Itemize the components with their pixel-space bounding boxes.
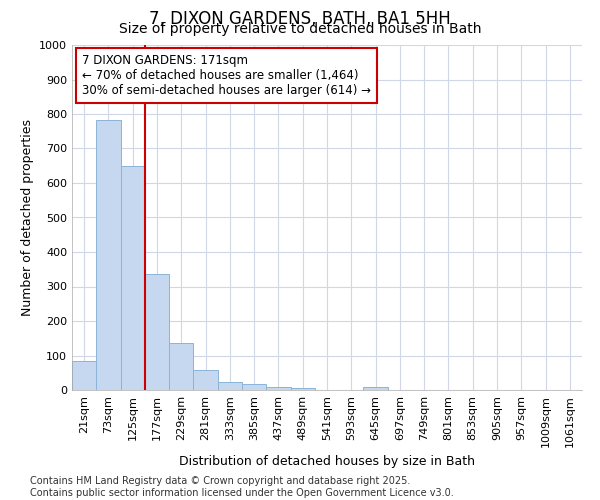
Bar [193, 370, 218, 390]
Bar [72, 362, 96, 390]
Bar [218, 382, 242, 390]
Bar [266, 387, 290, 390]
Text: 7, DIXON GARDENS, BATH, BA1 5HH: 7, DIXON GARDENS, BATH, BA1 5HH [149, 10, 451, 28]
Text: Contains HM Land Registry data © Crown copyright and database right 2025.
Contai: Contains HM Land Registry data © Crown c… [30, 476, 454, 498]
Text: Size of property relative to detached houses in Bath: Size of property relative to detached ho… [119, 22, 481, 36]
Bar [169, 344, 193, 390]
Bar [121, 166, 145, 390]
Bar [364, 387, 388, 390]
Bar [290, 388, 315, 390]
Bar [145, 274, 169, 390]
Text: 7 DIXON GARDENS: 171sqm
← 70% of detached houses are smaller (1,464)
30% of semi: 7 DIXON GARDENS: 171sqm ← 70% of detache… [82, 54, 371, 96]
Bar [242, 384, 266, 390]
Bar [96, 120, 121, 390]
Y-axis label: Number of detached properties: Number of detached properties [20, 119, 34, 316]
X-axis label: Distribution of detached houses by size in Bath: Distribution of detached houses by size … [179, 455, 475, 468]
